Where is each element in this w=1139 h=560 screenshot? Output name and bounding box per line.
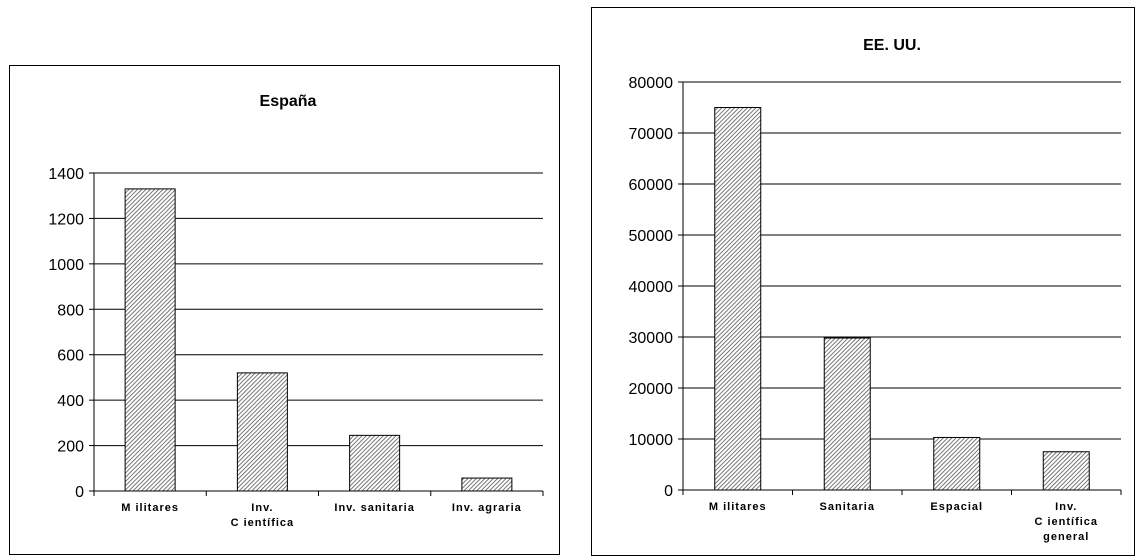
bar (1042, 451, 1090, 491)
bar (933, 436, 981, 491)
y-tick-label: 0 (664, 483, 673, 500)
chart-usa: EE. UU. 0 10000 20000 30000 40000 50000 60000 70… (591, 7, 1135, 556)
bar (823, 337, 871, 491)
x-tick-label: Inv. sanitaria (334, 502, 414, 514)
x-tick-label: Espacial (930, 501, 983, 513)
x-tick-label: Inv. C ientífica general (1034, 501, 1098, 543)
chart-spain-svg: España 0 200 400 600 800 1000 1200 1400 M ilitare… (48, 93, 544, 529)
y-tick-label: 200 (57, 439, 84, 456)
y-tick-label: 1000 (48, 257, 84, 274)
y-tick-label: 800 (57, 302, 84, 319)
chart-usa-svg: EE. UU. 0 10000 20000 30000 40000 50000 60000 70… (629, 37, 1122, 543)
bar (236, 372, 288, 492)
y-tick-label: 0 (75, 484, 84, 501)
y-tick-label: 10000 (629, 432, 674, 449)
y-tick-label: 30000 (629, 330, 674, 347)
x-tick-label: M ilitares (709, 501, 767, 513)
chart-title: EE. UU. (863, 37, 921, 54)
chart-spain: España 0 200 400 600 800 1000 1200 1400 M ilitare… (9, 65, 560, 555)
y-tick-label: 60000 (629, 177, 674, 194)
y-tick-label: 80000 (629, 75, 674, 92)
y-tick-label: 1400 (48, 166, 84, 183)
y-tick-label: 400 (57, 393, 84, 410)
x-tick-label: Inv. C ientífica (231, 502, 295, 529)
y-tick-label: 600 (57, 348, 84, 365)
y-tick-label: 1200 (48, 211, 84, 228)
bar (461, 477, 513, 492)
bar (124, 188, 176, 492)
chart-title: España (260, 93, 317, 110)
x-tick-label: M ilitares (121, 502, 179, 514)
y-tick-label: 50000 (629, 228, 674, 245)
y-tick-label: 20000 (629, 381, 674, 398)
bar (714, 107, 762, 491)
x-tick-label: Inv. agraria (452, 502, 522, 514)
y-tick-label: 70000 (629, 126, 674, 143)
x-tick-label: Sanitaria (820, 501, 875, 513)
y-tick-label: 40000 (629, 279, 674, 296)
bar (349, 434, 401, 492)
